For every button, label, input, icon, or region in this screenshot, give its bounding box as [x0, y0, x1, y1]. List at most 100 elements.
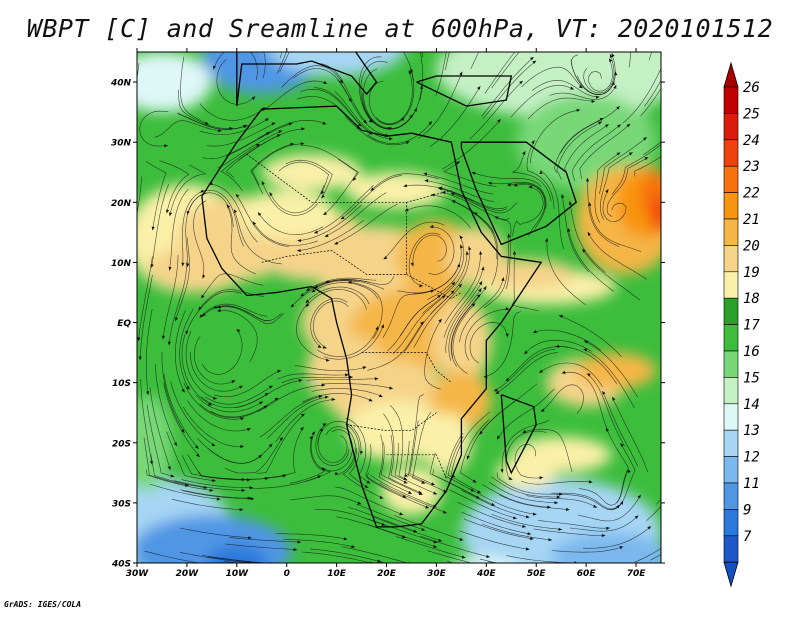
streamline-arrow [168, 266, 172, 271]
streamline [445, 52, 450, 71]
streamline [200, 273, 264, 299]
streamline [311, 282, 379, 300]
streamline [450, 411, 491, 478]
streamline [561, 194, 590, 273]
streamline [179, 309, 194, 390]
streamline-arrow [591, 99, 596, 104]
colorbar-label: 16 [743, 344, 760, 360]
streamline-arrow [442, 510, 447, 514]
colorbar-label: 14 [743, 397, 760, 413]
streamline [300, 88, 362, 127]
field-patch [651, 196, 661, 233]
streamline-arrow [360, 450, 364, 455]
streamline [378, 434, 413, 494]
streamline [170, 381, 216, 447]
streamline [602, 390, 639, 467]
colorbar-swatch [723, 403, 739, 431]
streamline-arrow [438, 318, 442, 323]
streamline [278, 161, 329, 195]
streamline [383, 221, 445, 260]
streamline-arrow [410, 262, 414, 267]
streamline [394, 442, 438, 495]
streamline [577, 494, 642, 522]
colorbar-swatch [723, 192, 739, 220]
streamline-arrow [209, 488, 214, 492]
streamline [481, 523, 553, 541]
streamline [169, 164, 207, 217]
streamline-arrow [604, 124, 609, 128]
streamline [302, 393, 373, 403]
streamline [468, 487, 537, 515]
streamline-arrow [213, 305, 218, 309]
streamline-arrow [334, 471, 339, 475]
streamline-arrow [290, 303, 295, 308]
streamline-arrow [513, 183, 518, 187]
colorbar-swatch [723, 139, 739, 167]
streamline [407, 393, 424, 477]
streamline-arrow [334, 241, 339, 245]
streamline [594, 152, 621, 223]
streamline [569, 201, 606, 273]
streamline-arrow [364, 484, 369, 488]
streamline [162, 254, 179, 340]
streamline-arrow [409, 114, 413, 119]
streamline-arrow [470, 488, 475, 492]
streamline-arrow [539, 476, 544, 480]
streamline-arrow [505, 333, 509, 338]
streamline [300, 278, 370, 297]
streamline-arrow [501, 277, 505, 282]
streamline-arrow [370, 187, 375, 191]
streamline-arrow [375, 326, 379, 331]
streamline-arrow [199, 314, 204, 318]
streamline [367, 524, 438, 548]
streamline [269, 184, 325, 214]
streamline [448, 489, 517, 519]
streamline-arrow [570, 86, 574, 90]
streamline [179, 489, 252, 499]
streamline-arrow [619, 546, 624, 550]
coastline [416, 75, 513, 107]
field-patch [456, 556, 517, 563]
streamline [512, 186, 544, 237]
streamline [646, 506, 661, 521]
x-tick-label: 30W [126, 569, 150, 579]
streamline [523, 339, 592, 355]
colorbar-label: 13 [743, 423, 760, 439]
y-axis-ticks: 40N 30N 20N 10N EQ 10S 20S 30S 40S [110, 79, 665, 570]
colorbar-swatch [723, 429, 739, 457]
streamline-arrow [212, 564, 216, 568]
streamline-arrow [682, 34, 687, 39]
streamline-arrow [351, 544, 355, 549]
streamline-arrow [413, 107, 417, 112]
streamline-arrow [461, 555, 466, 559]
streamline-arrow [265, 118, 269, 122]
x-tick-label: 0 [284, 569, 290, 579]
streamline [479, 383, 538, 435]
streamline [297, 220, 364, 251]
streamline [460, 419, 490, 483]
streamline [420, 535, 490, 558]
streamline-arrow [559, 315, 563, 319]
coastline [460, 141, 577, 246]
streamline [137, 314, 138, 317]
streamline-arrow [300, 427, 304, 431]
streamline-arrow [477, 490, 481, 494]
streamline [538, 362, 603, 388]
streamline [640, 87, 661, 117]
streamline [340, 175, 402, 220]
colorbar-swatch [723, 535, 739, 563]
streamline-arrow [588, 480, 593, 484]
colorbar-swatch [723, 324, 739, 352]
streamline [599, 137, 647, 195]
streamline-arrow [339, 79, 343, 84]
streamline-arrow [343, 537, 348, 541]
streamline [300, 145, 359, 181]
streamline [313, 87, 373, 135]
streamline [463, 518, 534, 540]
streamline-arrow [472, 479, 477, 483]
streamline-arrow [170, 474, 175, 478]
streamline [648, 52, 653, 61]
streamline-arrow [249, 486, 253, 490]
streamline-arrow [322, 121, 327, 125]
x-tick-label: 50E [527, 569, 547, 579]
